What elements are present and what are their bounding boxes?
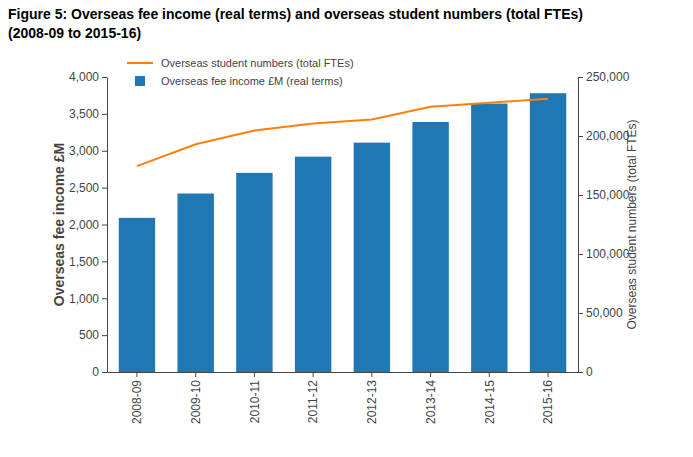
tick-label: 0 bbox=[92, 365, 99, 379]
tick-mark bbox=[548, 372, 549, 377]
tick-mark bbox=[102, 77, 107, 78]
axis-line bbox=[578, 78, 579, 373]
tick: 2011-12 bbox=[306, 372, 320, 423]
tick-label: 0 bbox=[586, 365, 593, 379]
legend-item: Overseas student numbers (total FTEs) bbox=[127, 57, 354, 69]
tick: 0 bbox=[578, 365, 593, 379]
tick: 200,000 bbox=[578, 129, 630, 143]
tick-label: 2,500 bbox=[69, 181, 99, 195]
tick-mark bbox=[578, 254, 583, 255]
tick: 2009-10 bbox=[189, 372, 203, 424]
tick-mark bbox=[136, 372, 137, 377]
tick-mark bbox=[578, 77, 583, 78]
tick: 50,000 bbox=[578, 306, 623, 320]
line bbox=[137, 99, 548, 166]
tick-label: 100,000 bbox=[586, 247, 630, 261]
tick-label: 1,500 bbox=[69, 255, 99, 269]
tick-label: 200,000 bbox=[586, 129, 630, 143]
tick-label: 1,000 bbox=[69, 292, 99, 306]
tick-mark bbox=[102, 372, 107, 373]
y2-axis: 0 50,000 100,000 150,000 200,000 250,000 bbox=[578, 70, 630, 379]
tick: 100,000 bbox=[578, 247, 630, 261]
tick: 250,000 bbox=[578, 70, 630, 84]
legend-item: Overseas fee income £M (real terms) bbox=[135, 75, 343, 87]
tick-label: 2011-12 bbox=[306, 380, 320, 423]
tick-mark bbox=[489, 372, 490, 377]
x-axis: 2008-09 2009-10 2010-11 2011-12 2012-13 2013-… bbox=[108, 372, 579, 424]
tick: 2015-16 bbox=[541, 372, 555, 424]
tick: 150,000 bbox=[578, 188, 630, 202]
tick-mark bbox=[371, 372, 372, 377]
legend-swatch bbox=[135, 76, 145, 86]
tick-label: 4,000 bbox=[69, 70, 99, 84]
tick: 0 bbox=[92, 365, 107, 379]
axis-line bbox=[108, 372, 579, 373]
tick-mark bbox=[102, 261, 107, 262]
tick: 2012-13 bbox=[365, 372, 379, 424]
bar bbox=[412, 122, 448, 372]
tick: 2010-11 bbox=[248, 372, 262, 423]
tick-mark bbox=[578, 313, 583, 314]
tick-label: 2010-11 bbox=[248, 380, 262, 423]
tick-mark bbox=[102, 335, 107, 336]
tick: 500 bbox=[79, 328, 107, 342]
tick-label: 2,000 bbox=[69, 218, 99, 232]
tick-mark bbox=[430, 372, 431, 377]
tick-mark bbox=[313, 372, 314, 377]
tick-mark bbox=[578, 136, 583, 137]
tick-label: 2012-13 bbox=[365, 380, 379, 424]
legend-label: Overseas student numbers (total FTEs) bbox=[161, 57, 354, 69]
bar bbox=[471, 104, 507, 372]
tick-mark bbox=[102, 225, 107, 226]
tick-label: 2015-16 bbox=[541, 380, 555, 424]
tick: 1,500 bbox=[69, 255, 107, 269]
bar bbox=[295, 157, 331, 372]
y2-axis-title: Overseas student numbers (total FTEs) bbox=[625, 119, 639, 329]
tick-label: 150,000 bbox=[586, 188, 630, 202]
tick: 2,500 bbox=[69, 181, 107, 195]
tick: 2013-14 bbox=[424, 372, 438, 424]
tick-label: 2009-10 bbox=[189, 380, 203, 424]
tick-label: 2014-15 bbox=[483, 380, 497, 424]
tick: 2014-15 bbox=[483, 372, 497, 424]
tick-mark bbox=[102, 151, 107, 152]
tick-mark bbox=[102, 298, 107, 299]
bar bbox=[236, 173, 272, 372]
tick-label: 2008-09 bbox=[130, 380, 144, 424]
tick: 3,500 bbox=[69, 107, 107, 121]
axis-line bbox=[107, 78, 108, 373]
plot: 05001,0001,5002,0002,5003,0003,5004,0000… bbox=[69, 70, 630, 424]
tick: 4,000 bbox=[69, 70, 107, 84]
tick-mark bbox=[195, 372, 196, 377]
tick-mark bbox=[578, 372, 583, 373]
y-axis-title: Overseas fee income £M bbox=[51, 143, 67, 306]
title: Figure 5: Overseas fee income (real term… bbox=[8, 6, 583, 22]
chart: Figure 5: Overseas fee income (real term… bbox=[0, 0, 693, 457]
bar bbox=[354, 143, 390, 372]
tick: 2,000 bbox=[69, 218, 107, 232]
tick-label: 500 bbox=[79, 328, 99, 342]
tick-label: 3,500 bbox=[69, 107, 99, 121]
tick-label: 250,000 bbox=[586, 70, 630, 84]
tick: 1,000 bbox=[69, 292, 107, 306]
tick-label: 2013-14 bbox=[424, 380, 438, 424]
tick-label: 50,000 bbox=[586, 306, 623, 320]
y-axis: 0 500 1,000 1,500 2,000 2,500 3,000 3,500 4,000 bbox=[69, 70, 108, 379]
bar bbox=[530, 93, 566, 372]
tick: 2008-09 bbox=[130, 372, 144, 424]
tick-mark bbox=[578, 195, 583, 196]
legend: Overseas student numbers (total FTEs) Ove… bbox=[127, 57, 354, 87]
tick-mark bbox=[102, 114, 107, 115]
bar bbox=[177, 194, 213, 372]
subtitle: (2008-09 to 2015-16) bbox=[8, 25, 141, 41]
marks bbox=[119, 93, 567, 372]
bar bbox=[119, 218, 155, 372]
tick-mark bbox=[254, 372, 255, 377]
tick-mark bbox=[102, 188, 107, 189]
tick: 3,000 bbox=[69, 144, 107, 158]
tick-label: 3,000 bbox=[69, 144, 99, 158]
legend-swatch bbox=[127, 62, 153, 64]
legend-label: Overseas fee income £M (real terms) bbox=[161, 75, 343, 87]
